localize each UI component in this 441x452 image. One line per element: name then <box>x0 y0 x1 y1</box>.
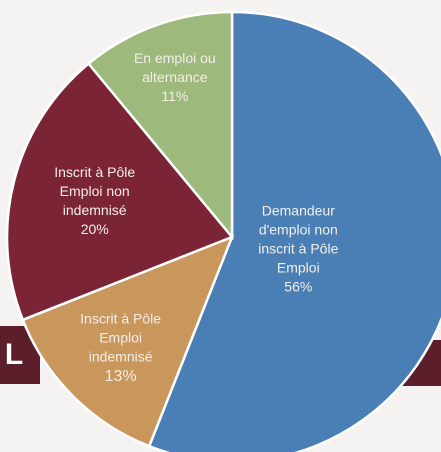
banner-text: L <box>5 338 23 371</box>
value-label: 13% <box>105 368 137 385</box>
slice-label: d'emploi non <box>259 221 338 237</box>
slice <box>21 234 235 448</box>
slice-label: alternance <box>142 69 208 85</box>
slice-label: inscrit à Pôle <box>258 240 338 256</box>
value-label: 11% <box>161 88 188 104</box>
slice-label: indemnisé <box>63 202 127 218</box>
slice-label: Demandeur <box>262 202 335 218</box>
slice <box>86 10 234 241</box>
slice-label: En emploi ou <box>134 50 216 66</box>
pie <box>5 10 441 452</box>
value-label: 56% <box>284 278 312 294</box>
slice-label: Emploi <box>99 330 142 346</box>
slice-label: Inscrit à Pôle <box>80 311 161 327</box>
slice <box>5 61 235 322</box>
slice-label: Emploi non <box>60 183 130 199</box>
slice-label: Inscrit à Pôle <box>54 164 135 180</box>
slice <box>147 10 441 452</box>
slice-label: Emploi <box>277 259 320 275</box>
slice-label: indemnisé <box>89 349 153 365</box>
value-label: 20% <box>81 221 109 237</box>
